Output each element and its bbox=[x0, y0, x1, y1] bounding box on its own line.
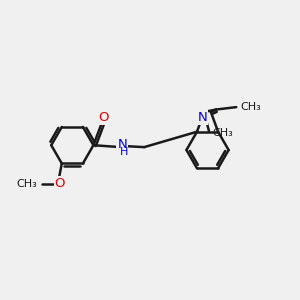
Text: N: N bbox=[197, 111, 207, 124]
Text: CH₃: CH₃ bbox=[213, 128, 234, 139]
Text: CH₃: CH₃ bbox=[240, 102, 261, 112]
Text: O: O bbox=[98, 111, 108, 124]
Text: N: N bbox=[117, 138, 127, 151]
Text: CH₃: CH₃ bbox=[16, 178, 37, 189]
Text: H: H bbox=[120, 147, 128, 157]
Text: O: O bbox=[55, 177, 65, 190]
